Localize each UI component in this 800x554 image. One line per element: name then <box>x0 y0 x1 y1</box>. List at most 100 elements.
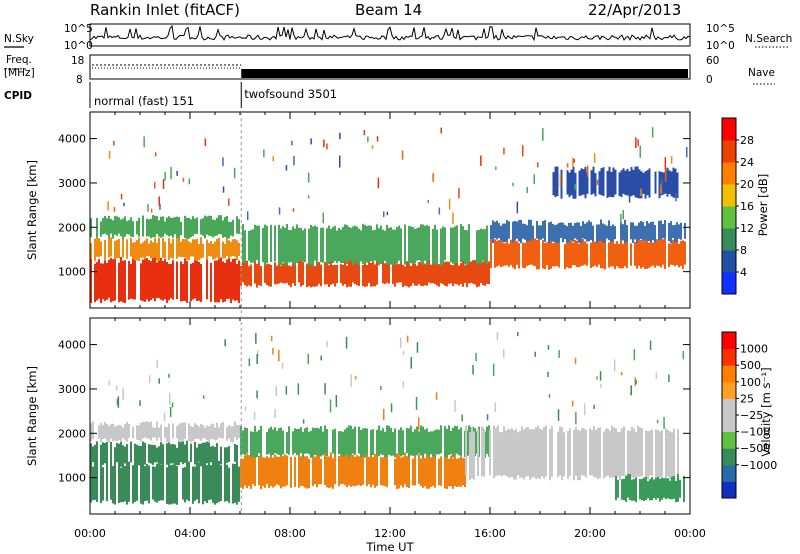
colorbar-segment <box>722 481 736 499</box>
heat-cell <box>168 238 170 261</box>
heat-cell <box>156 421 158 441</box>
heat-cell <box>666 167 669 197</box>
heat-speck <box>363 130 366 136</box>
colorbar-segment <box>722 381 736 399</box>
heat-cell <box>228 221 230 239</box>
heat-cell <box>250 456 252 489</box>
power-colorbar: 4 8 12 16 20 24 28 <box>721 117 754 295</box>
heat-cell <box>595 430 597 478</box>
heat-cell <box>298 428 300 455</box>
heat-speck <box>399 337 402 349</box>
velocity-ylabel: Slant Range [km] <box>25 366 39 466</box>
heat-cell <box>442 226 444 265</box>
heat-cell <box>420 458 422 486</box>
heat-cell <box>178 424 180 441</box>
ytick-label: 4000 <box>58 339 86 352</box>
heat-cell <box>458 265 460 286</box>
heat-cell <box>646 239 648 269</box>
heat-cell <box>511 428 513 477</box>
colorbar-segment <box>722 348 736 366</box>
cpid-segment-1: normal (fast) 151 <box>94 94 194 108</box>
heat-speck <box>367 136 369 143</box>
heat-cell <box>174 444 176 465</box>
heat-cell <box>114 426 116 441</box>
heat-cell <box>172 260 174 300</box>
heat-cell <box>466 230 468 265</box>
heat-cell <box>554 243 556 267</box>
heat-cell <box>374 264 376 287</box>
heat-cell <box>330 259 332 285</box>
heat-cell <box>96 441 98 464</box>
heat-cell <box>650 222 652 243</box>
heat-cell <box>346 265 348 288</box>
heat-cell <box>92 446 94 463</box>
heat-cell <box>497 425 499 476</box>
heat-cell <box>178 237 180 257</box>
heat-cell <box>168 216 170 237</box>
heat-cell <box>246 428 248 453</box>
heat-cell <box>226 464 228 501</box>
colorbar-tick-label: 12 <box>740 222 754 235</box>
heat-cell <box>146 218 148 237</box>
heat-speck <box>158 196 160 206</box>
heat-speck <box>159 203 161 210</box>
heat-cell <box>664 220 666 239</box>
heat-speck <box>115 385 118 391</box>
heat-cell <box>232 219 234 237</box>
heat-cell <box>210 215 212 237</box>
heat-cell <box>526 225 528 242</box>
heat-speck <box>158 378 160 384</box>
heat-cell <box>634 242 636 266</box>
heat-cell <box>196 217 198 234</box>
heat-cell <box>326 228 328 264</box>
heat-cell <box>528 219 530 241</box>
heat-cell <box>340 454 342 484</box>
heat-cell <box>493 425 495 479</box>
ytick-label: 1000 <box>58 472 86 485</box>
heat-cell <box>196 424 198 439</box>
heat-cell <box>158 237 160 261</box>
heat-cell <box>354 426 356 455</box>
heat-cell <box>184 239 186 258</box>
heat-cell <box>507 428 509 478</box>
heat-cell <box>216 239 218 258</box>
heat-cell <box>158 259 160 299</box>
heat-cell <box>594 241 596 266</box>
heat-cell <box>639 479 641 500</box>
heat-cell <box>670 221 672 244</box>
heat-cell <box>248 230 250 261</box>
xtick-label: 04:00 <box>174 527 206 540</box>
heat-cell <box>632 222 634 243</box>
heat-cell <box>478 259 480 287</box>
heat-cell <box>98 238 100 257</box>
heat-cell <box>569 428 571 476</box>
heat-cell <box>390 427 392 456</box>
heat-cell <box>513 430 515 480</box>
heat-cell <box>262 228 264 263</box>
heat-cell <box>598 171 601 195</box>
heat-cell <box>132 242 134 260</box>
heat-speck <box>438 207 441 215</box>
heat-cell <box>114 240 116 260</box>
heat-cell <box>388 425 390 455</box>
heat-cell <box>434 430 436 458</box>
heat-cell <box>292 226 294 264</box>
heat-cell <box>646 170 649 196</box>
heat-cell <box>522 242 524 268</box>
heat-cell <box>350 425 352 455</box>
heat-cell <box>414 264 416 286</box>
heat-cell <box>340 229 342 264</box>
heat-cell <box>412 260 414 284</box>
heat-cell <box>312 226 314 266</box>
heat-cell <box>128 261 130 300</box>
heat-cell <box>544 220 546 242</box>
heat-cell <box>180 441 182 463</box>
heat-cell <box>150 421 152 441</box>
heat-cell <box>262 457 264 486</box>
heat-cell <box>162 216 164 237</box>
colorbar-tick-label: 16 <box>740 200 754 213</box>
heat-cell <box>392 229 394 266</box>
heat-cell <box>448 425 450 455</box>
heat-cell <box>376 453 378 487</box>
heat-cell <box>258 259 260 285</box>
